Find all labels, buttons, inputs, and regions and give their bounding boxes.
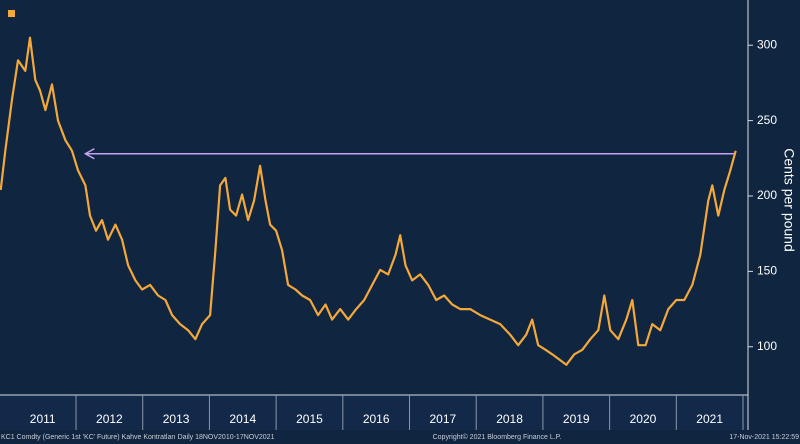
x-tick-label: 2015 (296, 412, 323, 426)
footer-right: 17-Nov-2021 15:22:59 (729, 434, 799, 441)
x-tick-label: 2018 (496, 412, 523, 426)
price-line (0, 36, 737, 366)
y-tick-label: 250 (757, 113, 777, 127)
footer-left: KC1 Comdty (Generic 1st 'KC' Future) Kah… (1, 434, 275, 441)
x-tick-label: 2019 (563, 412, 590, 426)
x-tick-label: 2014 (229, 412, 256, 426)
x-tick-label: 2013 (163, 412, 190, 426)
y-tick-label: 100 (757, 339, 777, 353)
legend-swatch (8, 10, 15, 17)
y-tick-label: 300 (757, 37, 777, 51)
x-tick-label: 2020 (630, 412, 657, 426)
y-tick-label: 150 (757, 264, 777, 278)
x-tick-label: 2017 (430, 412, 457, 426)
y-axis-label: Cents per pound (781, 148, 797, 252)
x-tick-label: 2021 (696, 412, 723, 426)
x-tick-label: 2012 (96, 412, 123, 426)
y-tick-label: 200 (757, 188, 777, 202)
footer-center: Copyright© 2021 Bloomberg Finance L.P. (433, 433, 562, 441)
x-tick-label: 2011 (30, 412, 56, 426)
x-tick-label: 2016 (363, 412, 390, 426)
annotation-arrowhead (83, 148, 95, 160)
x-axis-strip (0, 395, 748, 430)
